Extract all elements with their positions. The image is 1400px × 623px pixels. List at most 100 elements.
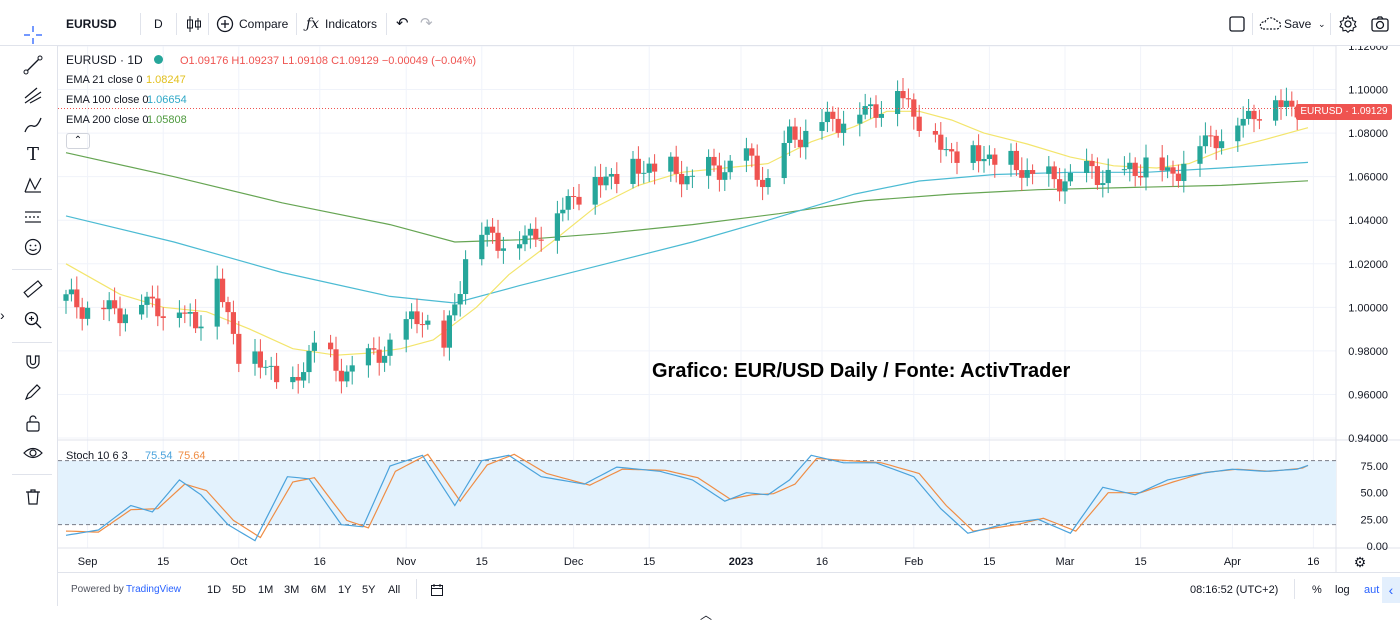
save-button[interactable]: Save — [1284, 17, 1312, 31]
candle-body — [857, 114, 863, 124]
candle-body — [1019, 170, 1025, 178]
pencil-lock-icon[interactable] — [22, 381, 44, 403]
chevron-right-icon[interactable]: › — [0, 307, 5, 323]
ruler-icon[interactable] — [22, 278, 44, 300]
eye-icon[interactable] — [22, 442, 44, 464]
range-1d[interactable]: 1D — [207, 584, 222, 596]
candle-body — [592, 176, 598, 205]
trash-icon[interactable] — [22, 485, 44, 507]
candle-body — [344, 371, 350, 382]
candle-body — [155, 298, 161, 317]
chevron-up-icon[interactable]: ︿ — [700, 608, 713, 622]
collapse-legend-button[interactable]: ⌃ — [66, 133, 90, 149]
price-tick-label: 1.12000 — [1348, 46, 1388, 53]
candle-body — [144, 296, 150, 305]
candle-body — [182, 312, 188, 314]
candle-body — [160, 316, 166, 318]
candle-body — [895, 91, 901, 115]
range-1m[interactable]: 1M — [258, 584, 274, 596]
candle-body — [63, 294, 69, 301]
range-6m[interactable]: 6M — [311, 584, 327, 596]
time-tick-label: 15 — [476, 556, 488, 568]
magnet-icon[interactable] — [22, 350, 44, 372]
cloud-icon[interactable] — [1258, 14, 1282, 34]
fullscreen-icon[interactable] — [1227, 14, 1247, 34]
price-tick-label: 1.00000 — [1348, 302, 1388, 314]
time-tick-label: 15 — [983, 556, 995, 568]
time-axis-gear-icon[interactable]: ⚙ — [1354, 554, 1367, 570]
interval-selector[interactable]: D — [154, 17, 163, 31]
candle-body — [673, 156, 679, 174]
chevron-down-icon[interactable]: ⌄ — [1318, 19, 1326, 29]
candle-body — [376, 349, 382, 363]
gear-icon[interactable] — [1338, 14, 1358, 34]
legend-ema21-value: 1.08247 — [146, 74, 186, 86]
candle-body — [1089, 160, 1095, 167]
candle-body — [981, 158, 987, 162]
plus-circle-icon[interactable] — [215, 14, 235, 34]
candle-body — [79, 307, 85, 319]
prediction-icon[interactable] — [22, 206, 44, 228]
compare-button[interactable]: Compare — [239, 17, 289, 31]
candle-body — [371, 348, 377, 350]
legend-ema100-value: 1.06654 — [147, 94, 187, 106]
range-all[interactable]: All — [388, 584, 401, 596]
price-tick-label: 1.04000 — [1348, 215, 1388, 227]
candle-body — [554, 213, 560, 241]
candle-body — [527, 228, 533, 236]
text-tool-icon[interactable]: T — [26, 144, 39, 165]
candle-body — [230, 312, 236, 334]
indicators-button[interactable]: Indicators — [325, 17, 378, 31]
trend-line-icon[interactable] — [22, 54, 44, 76]
range-1y[interactable]: 1Y — [338, 584, 352, 596]
candle-body — [727, 160, 733, 173]
candles-icon[interactable] — [184, 14, 204, 34]
time-tick-label: 15 — [643, 556, 655, 568]
candle-body — [484, 226, 490, 235]
clock-readout[interactable]: 08:16:52 (UTC+2) — [1190, 584, 1279, 596]
undo-icon[interactable]: ↶ — [396, 15, 409, 32]
candle-body — [722, 172, 728, 180]
camera-icon[interactable] — [1370, 14, 1390, 34]
candle-body — [139, 304, 145, 315]
price-tick-label: 0.96000 — [1348, 389, 1388, 401]
ema200-line — [65, 152, 1309, 243]
candle-body — [986, 154, 992, 159]
emoji-icon[interactable] — [22, 236, 44, 258]
candle-body — [333, 349, 339, 371]
fx-icon[interactable]: ƒx — [306, 16, 320, 32]
candle-body — [1213, 135, 1219, 149]
candle-body — [576, 196, 582, 205]
chevron-left-icon[interactable]: ‹ — [1382, 577, 1400, 603]
auto-toggle[interactable]: aut — [1364, 584, 1380, 596]
candle-body — [1208, 135, 1214, 137]
brush-icon[interactable] — [22, 114, 44, 136]
bottom-toolbar: Powered by TradingView 1D 5D 1M 3M 6M 1Y… — [58, 572, 1400, 606]
pattern-icon[interactable] — [22, 174, 44, 196]
candle-body — [1008, 150, 1014, 165]
log-toggle[interactable]: log — [1335, 584, 1350, 596]
candle-body — [1256, 119, 1262, 121]
candle-body — [911, 99, 917, 117]
range-5d[interactable]: 5D — [232, 584, 247, 596]
redo-icon[interactable]: ↷ — [420, 15, 433, 32]
zoom-in-icon[interactable] — [22, 309, 44, 331]
range-3m[interactable]: 3M — [284, 584, 300, 596]
candle-body — [900, 91, 906, 99]
lock-icon[interactable] — [22, 412, 44, 434]
pitchfork-icon[interactable] — [22, 84, 44, 106]
percent-toggle[interactable]: % — [1312, 584, 1322, 596]
candle-body — [274, 365, 280, 383]
crosshair-icon[interactable] — [22, 24, 44, 46]
candle-body — [122, 314, 128, 324]
calendar-icon[interactable] — [430, 583, 444, 597]
tradingview-link[interactable]: TradingView — [126, 584, 182, 595]
candle-body — [68, 289, 74, 295]
range-5y[interactable]: 5Y — [362, 584, 376, 596]
powered-by-text: Powered by — [71, 584, 124, 595]
candle-body — [387, 339, 393, 356]
time-tick-label: Oct — [230, 556, 247, 568]
candle-body — [441, 320, 447, 348]
symbol-search[interactable]: EURUSD — [66, 17, 117, 31]
chart-area[interactable]: 0.00 25.00 50.00 75.00 0.94000 0.96000 0.9800… — [58, 46, 1400, 572]
